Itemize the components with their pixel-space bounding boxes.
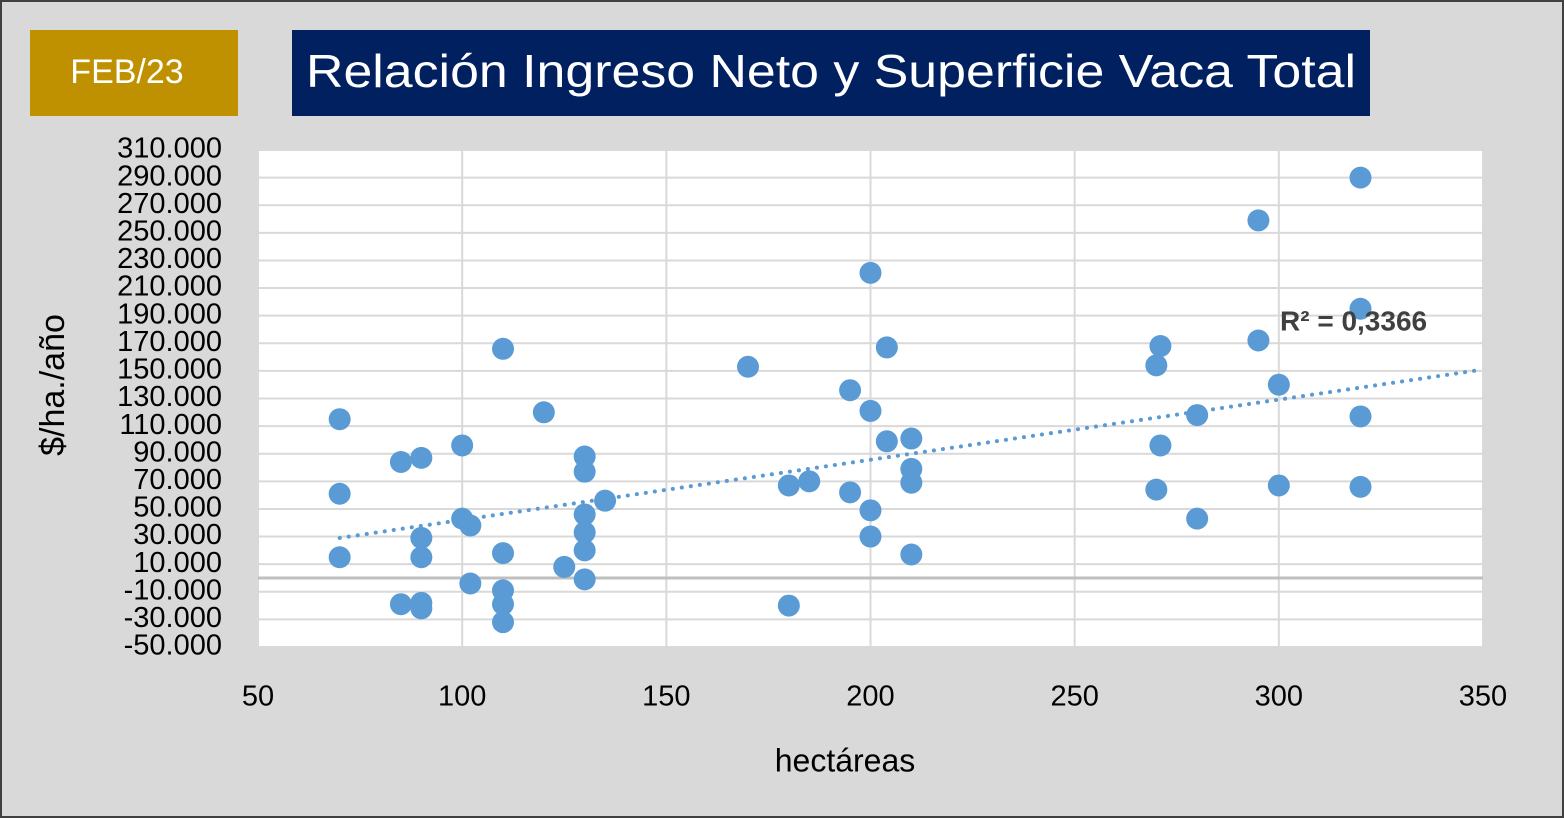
x-axis-label: hectáreas xyxy=(775,742,916,778)
x-tick-label: 300 xyxy=(1255,681,1303,713)
point xyxy=(573,503,596,526)
point xyxy=(1349,297,1372,320)
point xyxy=(389,451,412,474)
x-tick-label: 350 xyxy=(1459,681,1507,713)
date-label: FEB/23 xyxy=(70,53,183,91)
point xyxy=(1145,354,1168,377)
point xyxy=(875,430,898,453)
y-tick-label: 290.000 xyxy=(117,160,222,192)
y-tick-label: -30.000 xyxy=(124,602,222,634)
point xyxy=(573,521,596,544)
title-box xyxy=(292,30,1370,116)
y-tick-label: 90.000 xyxy=(133,436,222,468)
point xyxy=(410,546,433,569)
point xyxy=(900,471,923,494)
point xyxy=(1349,475,1372,498)
y-tick-label: 190.000 xyxy=(117,298,222,330)
point xyxy=(1186,404,1209,427)
point xyxy=(777,594,800,617)
point xyxy=(777,474,800,497)
point xyxy=(1145,478,1168,501)
y-tick-label: -50.000 xyxy=(124,630,222,662)
point xyxy=(1349,405,1372,428)
point xyxy=(737,355,759,378)
x-tick-label: 50 xyxy=(242,681,274,713)
point xyxy=(328,482,351,505)
point xyxy=(859,525,882,548)
y-tick-label: 270.000 xyxy=(117,188,222,220)
point xyxy=(573,539,596,562)
point xyxy=(1149,434,1172,457)
point xyxy=(573,568,596,591)
point xyxy=(875,336,898,359)
y-tick-label: 50.000 xyxy=(133,492,222,524)
date-badge xyxy=(30,30,238,116)
point xyxy=(1149,335,1172,358)
point xyxy=(594,489,617,512)
y-tick-label: 70.000 xyxy=(133,464,222,496)
point xyxy=(839,379,862,402)
point xyxy=(1186,507,1209,530)
point xyxy=(859,399,882,422)
r-squared-annotation: R² = 0,3366 xyxy=(1280,305,1427,336)
y-tick-label: 130.000 xyxy=(117,381,222,413)
point xyxy=(859,261,882,284)
point xyxy=(1247,329,1270,352)
y-tick-label: 10.000 xyxy=(133,547,222,579)
point xyxy=(1247,209,1270,232)
y-tick-label: 230.000 xyxy=(117,243,222,275)
point xyxy=(459,572,482,595)
y-tick-label: 170.000 xyxy=(117,326,222,358)
point xyxy=(410,526,433,549)
y-tick-label: 110.000 xyxy=(119,409,222,441)
point xyxy=(900,543,923,566)
point xyxy=(328,546,351,569)
point xyxy=(573,460,596,483)
point xyxy=(459,514,482,537)
x-tick-label: 250 xyxy=(1050,681,1098,713)
x-tick-label: 100 xyxy=(438,681,486,713)
point xyxy=(492,337,514,360)
y-tick-label: 150.000 xyxy=(117,354,222,386)
point xyxy=(798,470,821,493)
point xyxy=(492,611,514,634)
chart-title: Relación Ingreso Neto y Superficie Vaca … xyxy=(306,45,1356,97)
point xyxy=(839,481,862,504)
x-tick-label: 200 xyxy=(846,681,894,713)
point xyxy=(900,427,923,450)
point xyxy=(1267,373,1290,396)
point xyxy=(532,401,555,424)
point xyxy=(389,593,412,616)
point xyxy=(410,446,433,469)
point xyxy=(1267,474,1290,497)
y-tick-label: 310.000 xyxy=(117,133,222,165)
point xyxy=(410,597,433,620)
trendline xyxy=(337,367,1485,540)
y-tick-label: 210.000 xyxy=(117,271,222,303)
point xyxy=(859,499,882,522)
y-tick-label: 30.000 xyxy=(133,519,222,551)
point xyxy=(451,434,474,457)
y-tick-label: 250.000 xyxy=(117,215,222,247)
point xyxy=(1349,166,1372,189)
x-tick-label: 150 xyxy=(642,681,690,713)
point xyxy=(328,408,351,431)
y-axis-label: $/ha./año xyxy=(34,314,72,456)
y-tick-label: -10.000 xyxy=(124,574,222,606)
point xyxy=(492,593,514,616)
point xyxy=(573,445,596,468)
point xyxy=(492,542,514,565)
point xyxy=(553,555,576,578)
